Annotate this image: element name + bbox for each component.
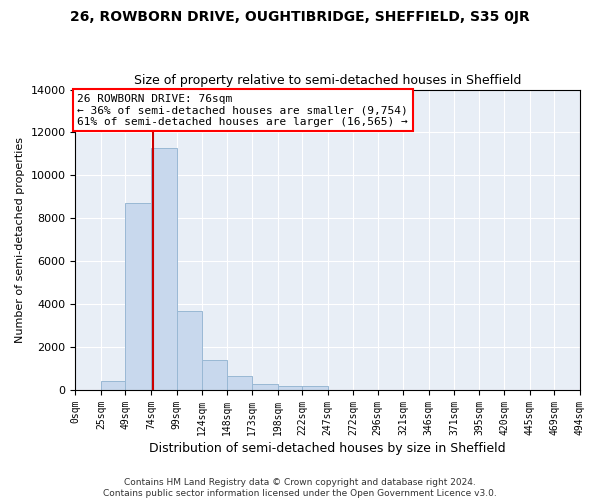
Text: Contains HM Land Registry data © Crown copyright and database right 2024.
Contai: Contains HM Land Registry data © Crown c…	[103, 478, 497, 498]
Bar	[101, 382, 125, 390]
Bar	[151, 148, 176, 390]
Bar	[202, 360, 227, 390]
X-axis label: Distribution of semi-detached houses by size in Sheffield: Distribution of semi-detached houses by …	[149, 442, 506, 455]
Bar	[302, 386, 328, 390]
Bar	[278, 386, 302, 390]
Text: 26, ROWBORN DRIVE, OUGHTIBRIDGE, SHEFFIELD, S35 0JR: 26, ROWBORN DRIVE, OUGHTIBRIDGE, SHEFFIE…	[70, 10, 530, 24]
Bar	[176, 310, 202, 390]
Bar	[227, 376, 252, 390]
Title: Size of property relative to semi-detached houses in Sheffield: Size of property relative to semi-detach…	[134, 74, 521, 87]
Bar	[252, 384, 278, 390]
Bar	[125, 204, 151, 390]
Text: 26 ROWBORN DRIVE: 76sqm
← 36% of semi-detached houses are smaller (9,754)
61% of: 26 ROWBORN DRIVE: 76sqm ← 36% of semi-de…	[77, 94, 408, 127]
Y-axis label: Number of semi-detached properties: Number of semi-detached properties	[15, 137, 25, 343]
